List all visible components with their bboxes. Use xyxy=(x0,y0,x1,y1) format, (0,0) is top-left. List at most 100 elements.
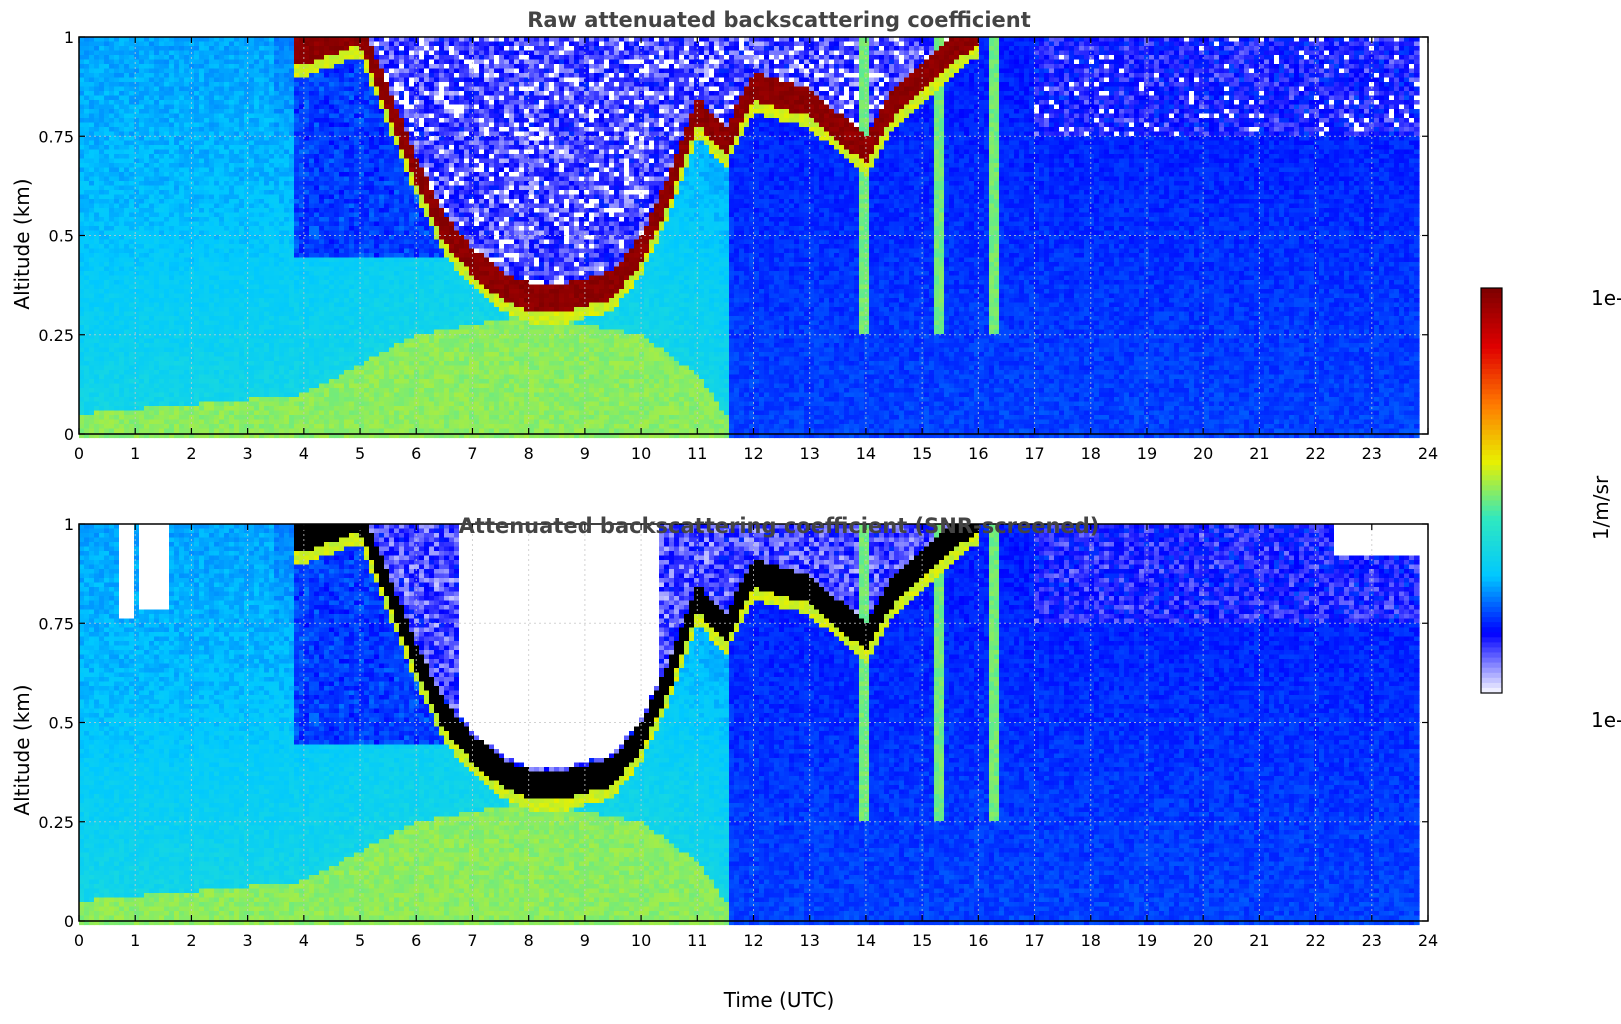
heatmap-cell xyxy=(139,154,145,159)
heatmap-cell xyxy=(234,424,240,429)
heatmap-cell xyxy=(154,82,160,87)
heatmap-cell xyxy=(154,289,160,294)
heatmap-cell xyxy=(144,64,150,69)
heatmap-cell xyxy=(244,123,250,128)
heatmap-cell xyxy=(184,303,190,308)
heatmap-cell xyxy=(139,186,145,191)
heatmap-cell xyxy=(84,280,90,285)
heatmap-cell xyxy=(254,226,260,231)
heatmap-cell xyxy=(124,186,130,191)
heatmap-cell xyxy=(249,231,255,236)
heatmap-cell xyxy=(149,397,155,402)
heatmap-cell xyxy=(174,172,180,177)
heatmap-cell xyxy=(259,361,265,366)
heatmap-cell xyxy=(79,168,85,173)
heatmap-cell xyxy=(194,51,200,56)
heatmap-cell xyxy=(264,114,270,119)
heatmap-cell xyxy=(239,204,245,209)
heatmap-cell xyxy=(229,429,235,434)
heatmap-cell xyxy=(104,420,110,425)
heatmap-cell xyxy=(219,339,225,344)
heatmap-cell xyxy=(269,172,275,177)
heatmap-cell xyxy=(239,361,245,366)
heatmap-cell xyxy=(129,258,135,263)
heatmap-cell xyxy=(254,190,260,195)
heatmap-cell xyxy=(99,384,105,389)
heatmap-cell xyxy=(149,424,155,429)
heatmap-cell xyxy=(174,325,180,330)
heatmap-cell xyxy=(114,123,120,128)
heatmap-cell xyxy=(104,222,110,227)
heatmap-cell xyxy=(159,222,165,227)
heatmap-cell xyxy=(104,69,110,74)
heatmap-cell xyxy=(239,321,245,326)
heatmap-cell xyxy=(229,267,235,272)
heatmap-cell xyxy=(184,64,190,69)
heatmap-cell xyxy=(114,361,120,366)
heatmap-cell xyxy=(194,276,200,281)
heatmap-cell xyxy=(94,352,100,357)
heatmap-cell xyxy=(159,55,165,60)
heatmap-cell xyxy=(99,402,105,407)
heatmap-cell xyxy=(139,231,145,236)
heatmap-cell xyxy=(99,316,105,321)
heatmap-cell xyxy=(239,352,245,357)
heatmap-cell xyxy=(94,253,100,258)
heatmap-cell xyxy=(209,267,215,272)
heatmap-cell xyxy=(89,361,95,366)
heatmap-cell xyxy=(114,316,120,321)
heatmap-cell xyxy=(109,82,115,87)
heatmap-cell xyxy=(239,60,245,65)
heatmap-cell xyxy=(79,415,85,420)
heatmap-cell xyxy=(84,123,90,128)
heatmap-cell xyxy=(139,190,145,195)
heatmap-cell xyxy=(149,91,155,96)
heatmap-cell xyxy=(124,307,130,312)
heatmap-cell xyxy=(249,424,255,429)
heatmap-cell xyxy=(224,69,230,74)
heatmap-cell xyxy=(104,366,110,371)
heatmap-cell xyxy=(159,307,165,312)
heatmap-cell xyxy=(84,366,90,371)
heatmap-cell xyxy=(164,231,170,236)
heatmap-cell xyxy=(89,118,95,123)
heatmap-cell xyxy=(114,127,120,132)
heatmap-cell xyxy=(224,154,230,159)
heatmap-cell xyxy=(239,150,245,155)
heatmap-cell xyxy=(209,415,215,420)
heatmap-cell xyxy=(274,87,280,92)
heatmap-cell xyxy=(244,217,250,222)
heatmap-cell xyxy=(129,294,135,299)
heatmap-cell xyxy=(209,384,215,389)
heatmap-cell xyxy=(204,231,210,236)
heatmap-cell xyxy=(269,78,275,83)
heatmap-cell xyxy=(239,145,245,150)
heatmap-cell xyxy=(84,199,90,204)
heatmap-cell xyxy=(99,222,105,227)
heatmap-cell xyxy=(124,199,130,204)
heatmap-cell xyxy=(224,96,230,101)
heatmap-cell xyxy=(244,199,250,204)
heatmap-cell xyxy=(184,379,190,384)
heatmap-cell xyxy=(184,172,190,177)
heatmap-cell xyxy=(244,384,250,389)
heatmap-cell xyxy=(174,78,180,83)
heatmap-cell xyxy=(104,276,110,281)
heatmap-cell xyxy=(89,217,95,222)
heatmap-cell xyxy=(159,397,165,402)
heatmap-cell xyxy=(94,262,100,267)
heatmap-cell xyxy=(124,388,130,393)
heatmap-cell xyxy=(124,222,130,227)
heatmap-cell xyxy=(174,91,180,96)
heatmap-cell xyxy=(214,429,220,434)
heatmap-cell xyxy=(159,352,165,357)
heatmap-cell xyxy=(194,357,200,362)
heatmap-cell xyxy=(124,87,130,92)
heatmap-cell xyxy=(194,316,200,321)
heatmap-cell xyxy=(119,159,125,164)
heatmap-cell xyxy=(94,258,100,263)
heatmap-cell xyxy=(169,375,175,380)
heatmap-cell xyxy=(214,96,220,101)
heatmap-cell xyxy=(119,361,125,366)
heatmap-cell xyxy=(274,343,280,348)
